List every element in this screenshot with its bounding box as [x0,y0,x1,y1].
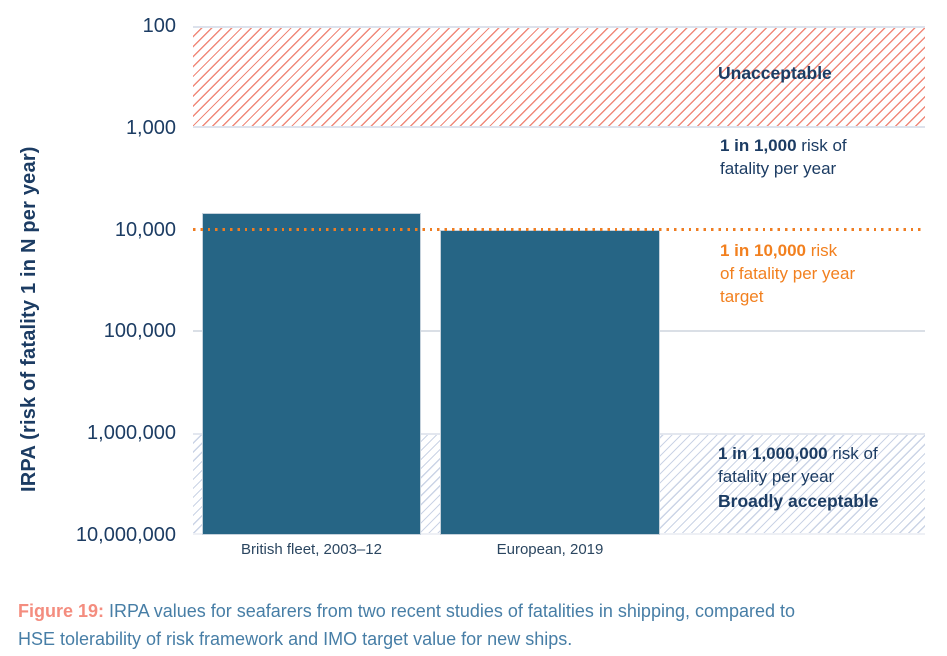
target-note-rest: risk [806,241,838,260]
broadly-note-line1: 1 in 1,000,000 risk of [718,442,878,465]
plot-area: Unacceptable 1 in 1,000 risk of fatality… [193,26,925,535]
target-note-bold: 1 in 10,000 [720,241,807,260]
bar-european [440,229,660,535]
y-axis-title: IRPA (risk of fatality 1 in N per year) [18,146,40,492]
tolerable-upper-note-line1: 1 in 1,000 risk of [720,134,847,157]
unacceptable-band [193,26,925,128]
tolerable-upper-note-line2: fatality per year [720,159,837,178]
figure-caption: Figure 19: IRPA values for seafarers from… [18,597,798,653]
x-label-european: European, 2019 [496,541,604,558]
figure-caption-text: IRPA values for seafarers from two recen… [18,601,796,649]
y-tick-1000000: 1,000,000 [87,422,176,445]
y-tick-100000: 100,000 [103,320,176,343]
tolerable-upper-note-rest: risk of [796,136,847,155]
broadly-note-line2: fatality per year [718,467,835,486]
y-tick-1000: 1,000 [125,116,176,139]
tolerable-upper-note: 1 in 1,000 risk of fatality per year [720,134,847,180]
broadly-acceptable-note: 1 in 1,000,000 risk of fatality per year… [718,442,878,513]
target-note-line2: of fatality per year [720,264,856,283]
broadly-acceptable-label: Broadly acceptable [718,491,879,511]
x-label-british-fleet: British fleet, 2003–12 [241,541,382,558]
bar-british-fleet [202,212,421,535]
broadly-note-rest: risk of [827,444,878,463]
tolerable-upper-note-bold: 1 in 1,000 [720,136,797,155]
y-tick-100: 100 [142,15,176,37]
target-note: 1 in 10,000 risk of fatality per year ta… [720,239,855,308]
y-tick-10000000: 10,000,000 [75,524,176,546]
figure-caption-label: Figure 19: [18,601,105,621]
target-note-line3: target [720,287,764,306]
unacceptable-label: Unacceptable [718,63,832,83]
broadly-note-bold: 1 in 1,000,000 [718,444,828,463]
y-tick-10000: 10,000 [114,218,176,241]
imo-target-line [193,228,925,231]
target-note-line1: 1 in 10,000 risk [720,239,855,262]
